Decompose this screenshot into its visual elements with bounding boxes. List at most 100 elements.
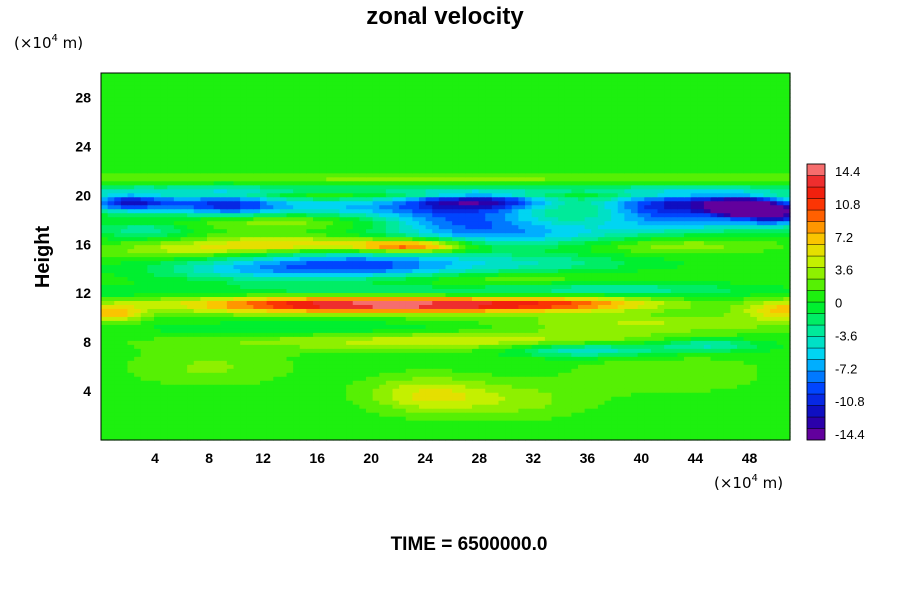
heatmap-cell [491, 336, 500, 341]
heatmap-cell [332, 400, 341, 405]
heatmap-cell [743, 404, 751, 409]
heatmap-cell [584, 324, 592, 329]
heatmap-cell [319, 392, 327, 397]
heatmap-cell [637, 252, 645, 258]
heatmap-cell [703, 356, 712, 361]
heatmap-cell [597, 384, 606, 389]
heatmap-cell [299, 300, 307, 305]
heatmap-cell [101, 420, 109, 425]
heatmap-cell [286, 424, 294, 429]
heatmap-cell [279, 268, 288, 274]
heatmap-cell [220, 296, 228, 301]
heatmap-cell [286, 292, 294, 297]
heatmap-cell [538, 412, 546, 417]
heatmap-cell [505, 328, 513, 333]
heatmap-cell [597, 252, 606, 258]
heatmap-cell [180, 360, 188, 365]
heatmap-cell [498, 284, 506, 290]
heatmap-cell [134, 308, 142, 313]
heatmap-cell [299, 344, 307, 349]
heatmap-cell [763, 260, 771, 266]
heatmap-cell [604, 360, 612, 365]
heatmap-cell [485, 432, 493, 437]
heatmap-cell [684, 332, 692, 337]
heatmap-cell [617, 412, 625, 417]
heatmap-cell [167, 352, 175, 357]
heatmap-cell [611, 324, 619, 329]
heatmap-cell [107, 276, 115, 282]
heatmap-cell [180, 356, 188, 361]
heatmap-cell [531, 428, 539, 433]
heatmap-cell [770, 312, 778, 317]
heatmap-cell [465, 360, 473, 365]
heatmap-cell [750, 344, 758, 349]
heatmap-cell [286, 392, 294, 397]
heatmap-cell [531, 436, 539, 441]
heatmap-cell [207, 348, 215, 353]
heatmap-cell [266, 368, 274, 373]
heatmap-cell [591, 380, 599, 385]
heatmap-cell [346, 372, 354, 377]
heatmap-cell [458, 368, 466, 373]
heatmap-cell [438, 368, 447, 373]
heatmap-cell [193, 432, 201, 437]
heatmap-cell [405, 364, 413, 369]
heatmap-cell [677, 336, 685, 341]
heatmap-cell [564, 408, 572, 413]
heatmap-cell [684, 276, 692, 282]
heatmap-cell [134, 260, 142, 266]
heatmap-cell [631, 296, 639, 301]
heatmap-cell [684, 412, 692, 417]
heatmap-cell [670, 312, 678, 317]
heatmap-cell [419, 312, 427, 317]
heatmap-cell [339, 280, 347, 286]
heatmap-cell [120, 368, 129, 373]
heatmap-cell [584, 364, 592, 369]
heatmap-cell [147, 344, 155, 349]
heatmap-cell [664, 360, 672, 365]
heatmap-cell [352, 372, 360, 377]
heatmap-cell [551, 276, 559, 282]
heatmap-cell [101, 376, 109, 381]
heatmap-cell [180, 380, 188, 385]
heatmap-cell [147, 292, 155, 297]
heatmap-cell [319, 424, 327, 429]
heatmap-cell [233, 360, 241, 365]
heatmap-cell [180, 272, 188, 278]
heatmap-cell [326, 436, 334, 441]
heatmap-cell [385, 280, 394, 286]
heatmap-cell [352, 368, 360, 373]
heatmap-cell [604, 284, 612, 290]
heatmap-cell [140, 436, 148, 441]
heatmap-cell [438, 344, 447, 349]
heatmap-cell [650, 324, 659, 329]
heatmap-cell [538, 304, 546, 309]
heatmap-cell [226, 420, 235, 425]
heatmap-cell [750, 264, 758, 270]
heatmap-cell [379, 404, 387, 409]
heatmap-cell [458, 356, 466, 361]
heatmap-cell [266, 336, 274, 341]
heatmap-cell [319, 404, 327, 409]
heatmap-cell [776, 372, 784, 377]
heatmap-cell [631, 344, 639, 349]
heatmap-cell [299, 376, 307, 381]
heatmap-cell [670, 432, 678, 437]
heatmap-cell [379, 420, 387, 425]
heatmap-cell [193, 268, 201, 274]
heatmap-cell [260, 328, 268, 333]
heatmap-cell [120, 324, 129, 329]
heatmap-cell [478, 284, 486, 290]
heatmap-cell [154, 252, 162, 258]
heatmap-cell [140, 424, 148, 429]
heatmap-cell [498, 348, 506, 353]
heatmap-cell [160, 320, 168, 325]
heatmap-cell [644, 308, 652, 313]
heatmap-cell [220, 368, 228, 373]
heatmap-cell [425, 248, 433, 254]
heatmap-cell [160, 268, 168, 274]
heatmap-cell [452, 352, 460, 357]
heatmap-cell [558, 360, 566, 365]
heatmap-cell [226, 268, 235, 274]
